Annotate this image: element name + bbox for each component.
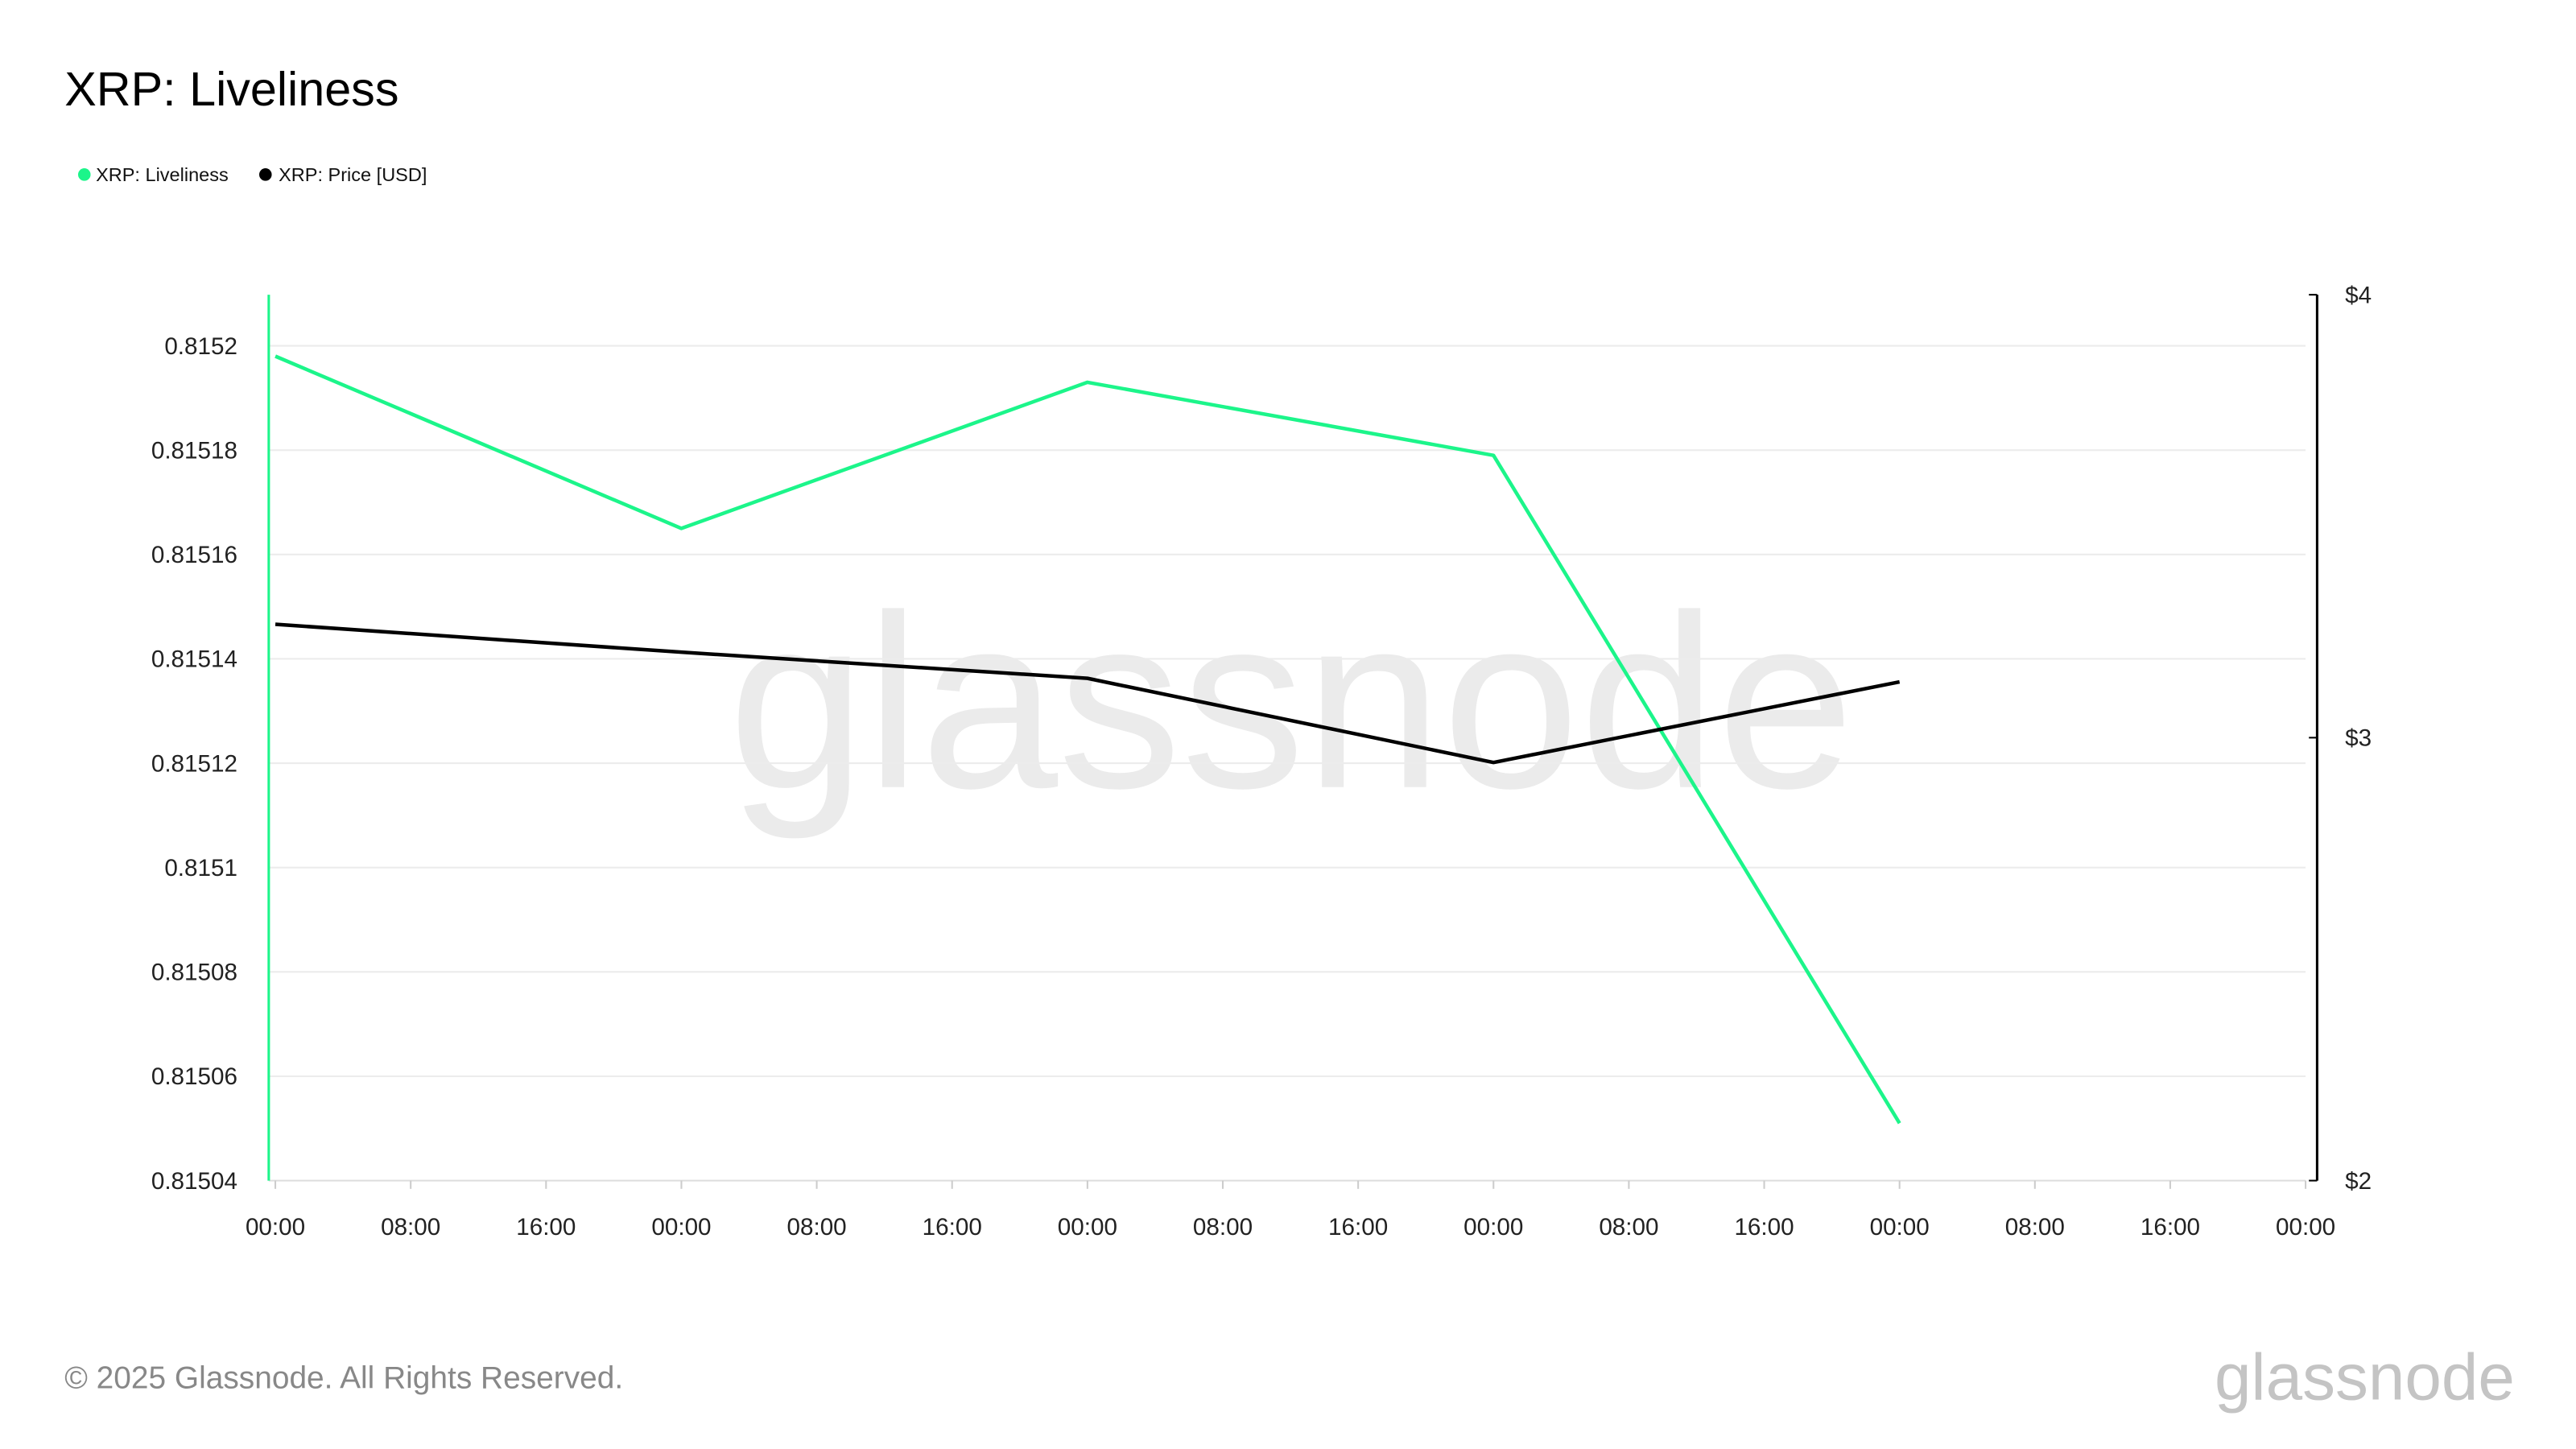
y-left-tick-label: 0.8152 bbox=[164, 333, 237, 360]
chart-title: XRP: Liveliness bbox=[64, 62, 398, 116]
x-tick-label: 08:00 bbox=[1599, 1214, 1658, 1241]
footer-copyright: © 2025 Glassnode. All Rights Reserved. bbox=[64, 1360, 623, 1395]
x-tick-label: 16:00 bbox=[1734, 1214, 1794, 1241]
legend-marker-liveliness bbox=[78, 168, 91, 181]
x-tick-label: 08:00 bbox=[1193, 1214, 1253, 1241]
x-tick-label: 08:00 bbox=[381, 1214, 440, 1241]
y-left-tick-label: 0.81504 bbox=[151, 1168, 237, 1195]
x-tick-label: 00:00 bbox=[246, 1214, 305, 1241]
y-left-tick-label: 0.81506 bbox=[151, 1063, 237, 1090]
watermark: glassnode bbox=[729, 564, 1855, 841]
x-tick-label: 16:00 bbox=[516, 1214, 576, 1241]
x-tick-label: 00:00 bbox=[1058, 1214, 1117, 1241]
y-left-tick-label: 0.81514 bbox=[151, 646, 237, 673]
x-tick-label: 00:00 bbox=[1870, 1214, 1930, 1241]
y-left-tick-label: 0.81508 bbox=[151, 960, 237, 986]
y-left-tick-label: 0.81516 bbox=[151, 542, 237, 568]
x-tick-label: 00:00 bbox=[1463, 1214, 1523, 1241]
y-right-tick-label: $2 bbox=[2345, 1168, 2372, 1195]
x-tick-label: 16:00 bbox=[1328, 1214, 1388, 1241]
legend-label-liveliness[interactable]: XRP: Liveliness bbox=[96, 164, 229, 185]
x-tick-label: 08:00 bbox=[786, 1214, 846, 1241]
x-tick-label: 16:00 bbox=[2140, 1214, 2200, 1241]
x-tick-label: 16:00 bbox=[923, 1214, 982, 1241]
footer-logo: glassnode bbox=[2215, 1341, 2515, 1414]
x-tick-label: 00:00 bbox=[2276, 1214, 2335, 1241]
legend-marker-price bbox=[259, 168, 272, 181]
y-left-tick-label: 0.8151 bbox=[164, 855, 237, 881]
x-tick-label: 00:00 bbox=[651, 1214, 711, 1241]
legend: XRP: Liveliness XRP: Price [USD] bbox=[78, 164, 427, 185]
y-right-tick-label: $4 bbox=[2345, 282, 2372, 308]
y-left-tick-label: 0.81518 bbox=[151, 437, 237, 464]
legend-label-price[interactable]: XRP: Price [USD] bbox=[279, 164, 427, 185]
x-tick-label: 08:00 bbox=[2005, 1214, 2065, 1241]
y-left-tick-label: 0.81512 bbox=[151, 750, 237, 777]
y-right-tick-label: $3 bbox=[2345, 725, 2372, 752]
